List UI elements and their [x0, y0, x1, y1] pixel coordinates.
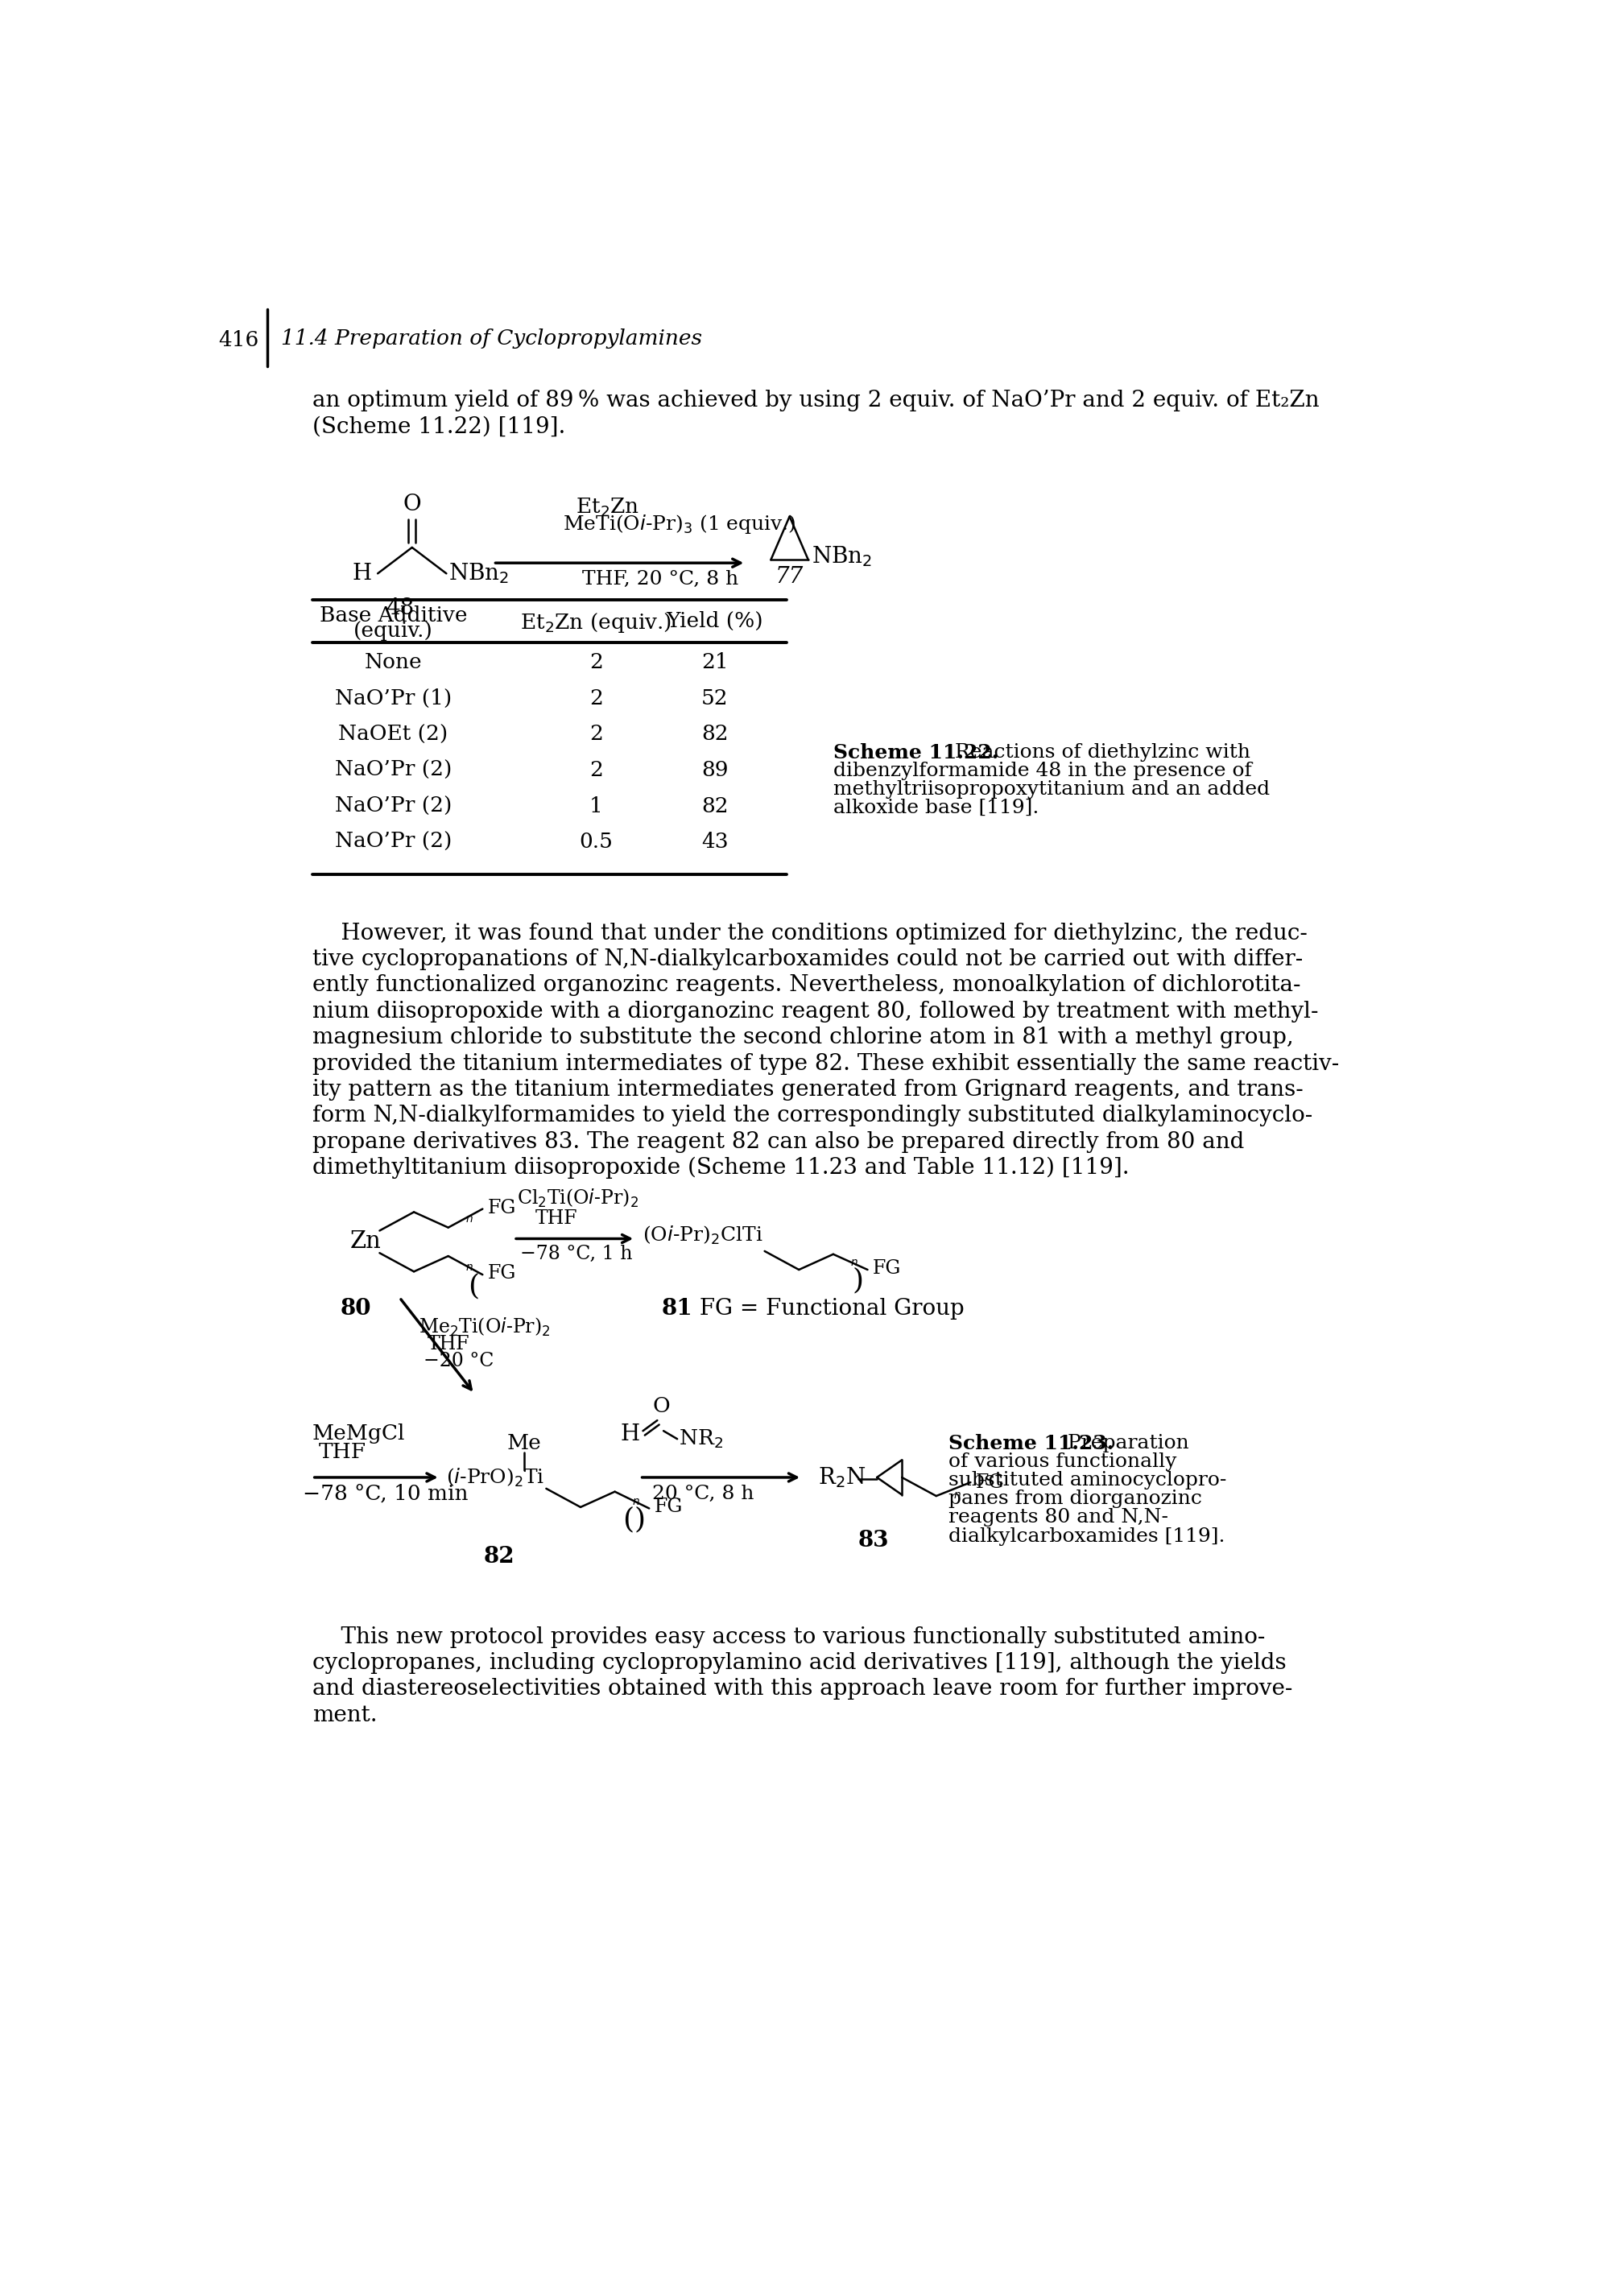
Text: NaOEt (2): NaOEt (2)	[338, 723, 448, 744]
Text: 0.5: 0.5	[580, 831, 612, 852]
Text: NaO’Pr (2): NaO’Pr (2)	[335, 760, 451, 781]
Text: −78 °C, 1 h: −78 °C, 1 h	[520, 1245, 632, 1264]
Text: ment.: ment.	[312, 1705, 377, 1726]
Text: Me: Me	[507, 1433, 541, 1454]
Text: provided the titanium intermediates of type 82. These exhibit essentially the sa: provided the titanium intermediates of t…	[312, 1053, 1338, 1074]
Text: dialkylcarboxamides [119].: dialkylcarboxamides [119].	[948, 1527, 1224, 1545]
Text: O: O	[653, 1396, 671, 1417]
Text: reagents 80 and N,N-: reagents 80 and N,N-	[948, 1508, 1169, 1527]
Text: (Scheme 11.22) [119].: (Scheme 11.22) [119].	[312, 417, 565, 437]
Text: 81: 81	[661, 1298, 693, 1318]
Text: ($i$-PrO)$_2$Ti: ($i$-PrO)$_2$Ti	[447, 1467, 544, 1488]
Text: ity pattern as the titanium intermediates generated from Grignard reagents, and : ity pattern as the titanium intermediate…	[312, 1078, 1302, 1101]
Text: 80: 80	[341, 1298, 372, 1318]
Text: Me$_2$Ti(O$i$-Pr)$_2$: Me$_2$Ti(O$i$-Pr)$_2$	[419, 1316, 551, 1339]
Text: ): )	[633, 1506, 645, 1534]
Text: FG: FG	[976, 1474, 1004, 1492]
Text: 11.4 Preparation of Cyclopropylamines: 11.4 Preparation of Cyclopropylamines	[281, 327, 702, 348]
Text: THF: THF	[318, 1442, 365, 1463]
Text: form N,N-dialkylformamides to yield the correspondingly substituted dialkylamino: form N,N-dialkylformamides to yield the …	[312, 1106, 1312, 1126]
Text: alkoxide base [119].: alkoxide base [119].	[833, 799, 1039, 817]
Text: 82: 82	[484, 1545, 515, 1568]
Text: Preparation: Preparation	[1054, 1433, 1189, 1454]
Text: Scheme 11.22.: Scheme 11.22.	[833, 742, 999, 762]
Text: ): )	[853, 1268, 864, 1296]
Text: $_n$: $_n$	[849, 1254, 857, 1268]
Text: H: H	[620, 1424, 640, 1444]
Text: FG = Functional Group: FG = Functional Group	[693, 1298, 965, 1318]
Text: FG: FG	[487, 1199, 516, 1218]
Text: 20 °C, 8 h: 20 °C, 8 h	[653, 1486, 754, 1504]
Text: (: (	[624, 1506, 635, 1534]
Text: R$_2$N: R$_2$N	[817, 1465, 866, 1490]
Text: MeTi(O$i$-Pr)$_3$ (1 equiv.): MeTi(O$i$-Pr)$_3$ (1 equiv.)	[564, 513, 796, 536]
Text: FG: FG	[487, 1264, 516, 1282]
Text: NBn$_2$: NBn$_2$	[812, 545, 872, 568]
Text: −78 °C, 10 min: −78 °C, 10 min	[302, 1483, 468, 1504]
Text: cyclopropanes, including cyclopropylamino acid derivatives [119], although the y: cyclopropanes, including cyclopropylamin…	[312, 1653, 1286, 1673]
Text: nium diisopropoxide with a diorganozinc reagent 80, followed by treatment with m: nium diisopropoxide with a diorganozinc …	[312, 1000, 1319, 1023]
Text: 48: 48	[385, 597, 414, 618]
Text: MeMgCl: MeMgCl	[312, 1424, 404, 1444]
Text: THF: THF	[536, 1209, 578, 1227]
Text: (equiv.): (equiv.)	[354, 620, 434, 641]
Text: FG: FG	[872, 1259, 901, 1277]
Text: 77: 77	[775, 565, 804, 588]
Text: Et$_2$Zn (equiv.): Et$_2$Zn (equiv.)	[520, 611, 672, 634]
Text: THF, 20 °C, 8 h: THF, 20 °C, 8 h	[581, 570, 739, 588]
Text: (: (	[468, 1273, 479, 1300]
Text: Zn: Zn	[349, 1231, 382, 1252]
Text: $_n$: $_n$	[632, 1492, 640, 1506]
Text: 89: 89	[702, 760, 728, 781]
Text: O: O	[403, 494, 421, 515]
Text: tive cyclopropanations of N,N-dialkylcarboxamides could not be carried out with : tive cyclopropanations of N,N-dialkylcar…	[312, 948, 1302, 971]
Text: dimethyltitanium diisopropoxide (Scheme 11.23 and Table 11.12) [119].: dimethyltitanium diisopropoxide (Scheme …	[312, 1156, 1129, 1179]
Text: 21: 21	[702, 652, 728, 673]
Text: This new protocol provides easy access to various functionally substituted amino: This new protocol provides easy access t…	[312, 1625, 1265, 1648]
Text: NaO’Pr (2): NaO’Pr (2)	[335, 797, 451, 817]
Text: $_n$: $_n$	[464, 1211, 473, 1225]
Text: H: H	[352, 563, 372, 584]
Text: and diastereoselectivities obtained with this approach leave room for further im: and diastereoselectivities obtained with…	[312, 1678, 1293, 1701]
Text: −20 °C: −20 °C	[424, 1353, 494, 1371]
Text: NaO’Pr (1): NaO’Pr (1)	[335, 689, 451, 707]
Text: 416: 416	[218, 330, 258, 350]
Text: 2: 2	[590, 652, 603, 673]
Text: THF: THF	[427, 1334, 469, 1353]
Text: NaO’Pr (2): NaO’Pr (2)	[335, 831, 451, 852]
Text: FG: FG	[654, 1497, 682, 1515]
Text: (O$i$-Pr)$_2$ClTi: (O$i$-Pr)$_2$ClTi	[643, 1225, 763, 1248]
Text: dibenzylformamide 48 in the presence of: dibenzylformamide 48 in the presence of	[833, 762, 1252, 781]
Text: 82: 82	[702, 797, 728, 817]
Text: Yield (%): Yield (%)	[666, 611, 763, 632]
Text: None: None	[364, 652, 422, 673]
Text: substituted aminocyclopro-: substituted aminocyclopro-	[948, 1472, 1226, 1490]
Text: $_n$: $_n$	[953, 1486, 961, 1502]
Text: However, it was found that under the conditions optimized for diethylzinc, the r: However, it was found that under the con…	[312, 922, 1307, 945]
Text: Cl$_2$Ti(O$i$-Pr)$_2$: Cl$_2$Ti(O$i$-Pr)$_2$	[516, 1188, 638, 1209]
Text: NBn$_2$: NBn$_2$	[448, 561, 508, 586]
Text: magnesium chloride to substitute the second chlorine atom in 81 with a methyl gr: magnesium chloride to substitute the sec…	[312, 1028, 1293, 1048]
Text: panes from diorganozinc: panes from diorganozinc	[948, 1490, 1202, 1508]
Text: 43: 43	[702, 831, 728, 852]
Text: NR$_2$: NR$_2$	[679, 1428, 723, 1449]
Text: ently functionalized organozinc reagents. Nevertheless, monoalkylation of dichlo: ently functionalized organozinc reagents…	[312, 975, 1301, 996]
Text: methyltriisopropoxytitanium and an added: methyltriisopropoxytitanium and an added	[833, 781, 1270, 799]
Text: Scheme 11.23.: Scheme 11.23.	[948, 1433, 1114, 1454]
Text: 2: 2	[590, 723, 603, 744]
Text: Base Additive: Base Additive	[320, 604, 468, 625]
Text: 1: 1	[590, 797, 603, 817]
Text: of various functionally: of various functionally	[948, 1454, 1177, 1472]
Text: $_n$: $_n$	[464, 1259, 473, 1273]
Text: propane derivatives 83. The reagent 82 can also be prepared directly from 80 and: propane derivatives 83. The reagent 82 c…	[312, 1131, 1244, 1154]
Text: 83: 83	[859, 1529, 890, 1552]
Text: an optimum yield of 89 % was achieved by using 2 equiv. of NaO’Pr and 2 equiv. o: an optimum yield of 89 % was achieved by…	[312, 389, 1319, 412]
Text: 82: 82	[702, 723, 728, 744]
Text: Reactions of diethylzinc with: Reactions of diethylzinc with	[942, 742, 1250, 762]
Text: Et$_2$Zn: Et$_2$Zn	[575, 497, 640, 517]
Text: 2: 2	[590, 760, 603, 781]
Text: 2: 2	[590, 689, 603, 707]
Text: 52: 52	[702, 689, 728, 707]
